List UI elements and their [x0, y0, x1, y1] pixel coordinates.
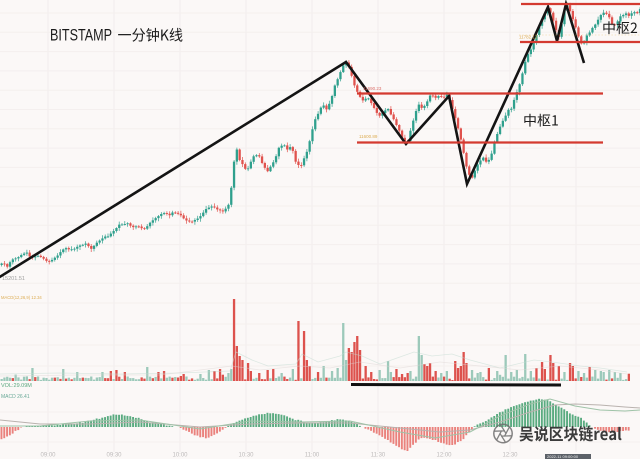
- svg-text:2022-11 09:00:00: 2022-11 09:00:00: [547, 454, 579, 459]
- svg-text:VOL:29.09M: VOL:29.09M: [1, 383, 32, 389]
- svg-text:MACD 26.41: MACD 26.41: [1, 394, 30, 400]
- svg-text:12:30: 12:30: [502, 453, 518, 459]
- svg-text:11600.89: 11600.89: [359, 134, 378, 139]
- svg-text:10:00: 10:00: [172, 453, 188, 459]
- svg-text:11:00: 11:00: [305, 453, 320, 459]
- svg-text:11782.13: 11782.13: [519, 35, 538, 40]
- svg-text:10:30: 10:30: [238, 453, 254, 459]
- svg-text:BITSTAMP: BITSTAMP: [50, 27, 112, 45]
- svg-text:11690.23: 11690.23: [363, 86, 382, 91]
- svg-text:09:30: 09:30: [106, 453, 122, 459]
- svg-text:09:00: 09:00: [40, 453, 56, 459]
- svg-text:12:00: 12:00: [436, 453, 452, 459]
- svg-text:11:30: 11:30: [371, 453, 386, 459]
- svg-text:MACD(12,26,9) 12.34: MACD(12,26,9) 12.34: [1, 295, 42, 300]
- svg-text:15201.51: 15201.51: [2, 276, 25, 282]
